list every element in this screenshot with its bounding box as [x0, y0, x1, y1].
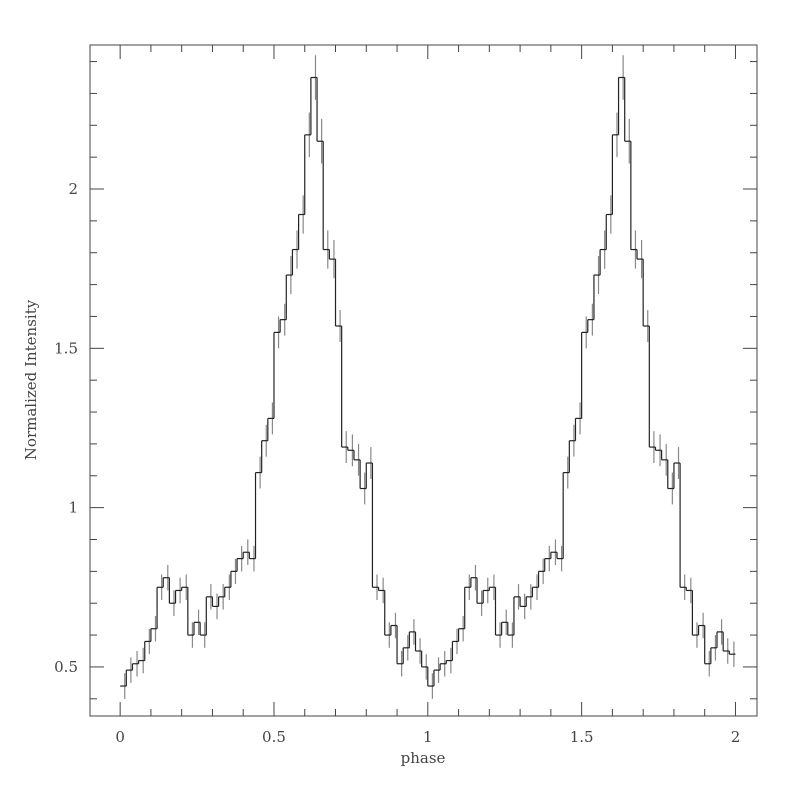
plot-frame: [89, 44, 758, 717]
y-axis-label: Normalized Intensity: [22, 299, 40, 460]
y-tick-label: 0.5: [54, 658, 78, 676]
x-tick-label: 2: [731, 728, 741, 746]
y-tick-label: 2: [68, 180, 78, 198]
y-tick-label: 1: [68, 499, 78, 517]
x-tick-label: 1: [423, 728, 433, 746]
x-tick-label: 0: [115, 728, 125, 746]
x-axis-label: phase: [401, 749, 446, 767]
x-tick-label: 0.5: [262, 728, 286, 746]
x-tick-label: 1.5: [570, 728, 594, 746]
y-tick-label: 1.5: [54, 339, 78, 357]
